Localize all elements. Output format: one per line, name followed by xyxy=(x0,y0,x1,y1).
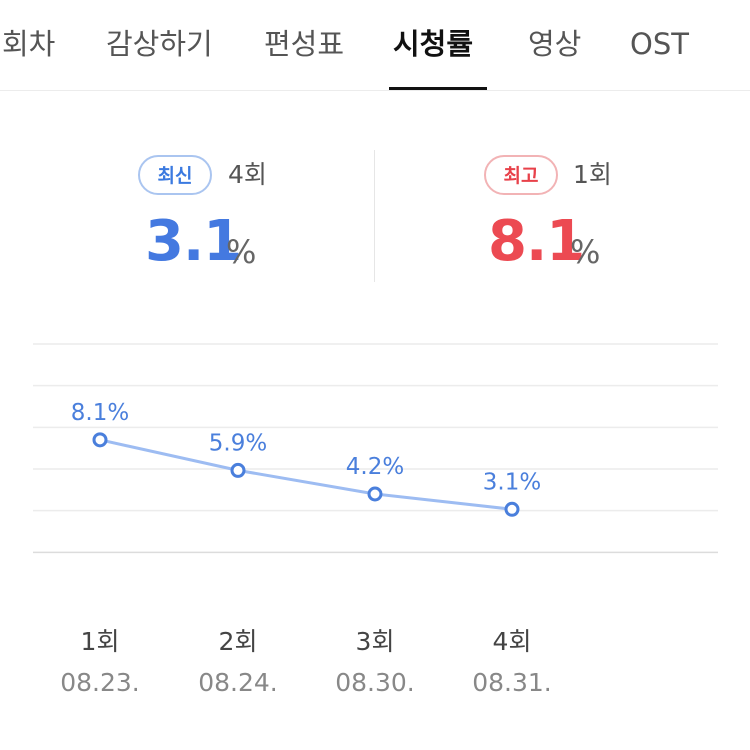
active-tab-indicator xyxy=(389,87,487,90)
tab-watch[interactable]: 감상하기 xyxy=(106,27,213,61)
latest-badge: 최신 xyxy=(138,155,212,195)
x-tick-episode-1: 1회 xyxy=(80,627,120,656)
x-tick-date-4: 08.31. xyxy=(472,668,552,697)
latest-episode: 4회 xyxy=(228,160,267,189)
x-tick-date-3: 08.30. xyxy=(335,668,415,697)
best-rating-value: 8.1 xyxy=(488,209,585,274)
data-point-1[interactable] xyxy=(92,432,108,448)
tab-ost[interactable]: OST xyxy=(630,27,689,61)
summary-divider xyxy=(374,150,375,282)
x-tick-date-1: 08.23. xyxy=(60,668,140,697)
x-tick-episode-4: 4회 xyxy=(492,627,532,656)
data-label-1: 8.1% xyxy=(71,400,129,426)
data-point-3[interactable] xyxy=(367,486,383,502)
tab-video[interactable]: 영상 xyxy=(528,27,582,61)
tab-schedule[interactable]: 편성표 xyxy=(264,27,345,61)
latest-rating-value: 3.1 xyxy=(145,209,242,274)
x-tick-episode-2: 2회 xyxy=(218,627,258,656)
data-label-2: 5.9% xyxy=(209,430,267,456)
tab-bar: 회차 감상하기 편성표 시청률 영상 OST xyxy=(0,0,750,91)
x-tick-date-2: 08.24. xyxy=(198,668,278,697)
x-tick-episode-3: 3회 xyxy=(355,627,395,656)
tab-ratings[interactable]: 시청률 xyxy=(393,27,474,61)
best-rating-unit: % xyxy=(570,233,601,271)
best-badge: 최고 xyxy=(484,155,558,195)
best-episode: 1회 xyxy=(573,160,612,189)
data-label-4: 3.1% xyxy=(483,469,541,495)
tab-episodes[interactable]: 회차 xyxy=(2,27,56,61)
latest-rating-unit: % xyxy=(226,233,257,271)
data-label-3: 4.2% xyxy=(346,454,404,480)
ratings-line-chart: 8.1% 5.9% 4.2% 3.1% xyxy=(33,343,718,554)
data-point-2[interactable] xyxy=(230,462,246,478)
data-point-4[interactable] xyxy=(504,501,520,517)
ratings-series-line xyxy=(99,438,513,511)
